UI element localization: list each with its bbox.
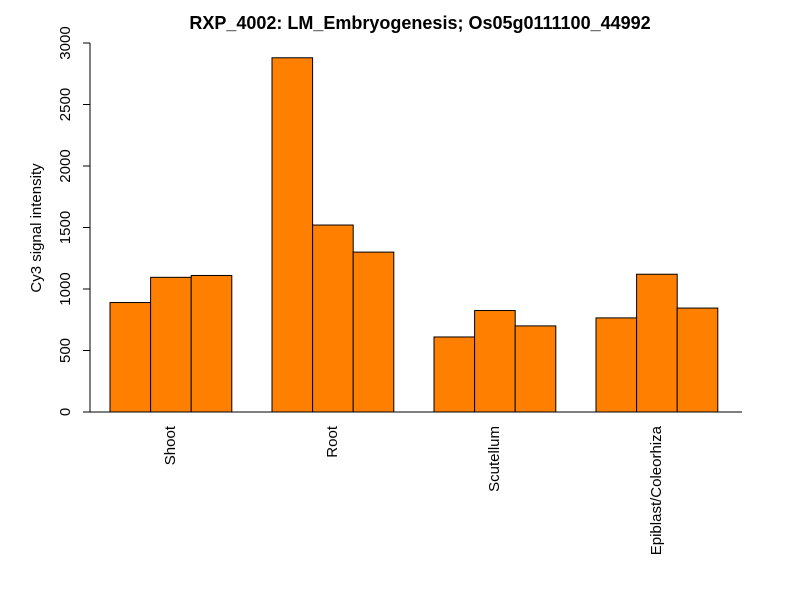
y-tick-label: 0 <box>57 408 74 416</box>
bar-shoot-3 <box>190 274 233 413</box>
bar-epiblast-coleorhiza-1 <box>595 317 638 413</box>
bar-epiblast-coleorhiza-2 <box>636 273 678 413</box>
y-tick-label: 2500 <box>57 88 74 121</box>
bars-group <box>109 57 719 413</box>
y-axis: 0 500 1000 1500 2000 2500 3000 <box>57 26 91 416</box>
x-axis: Shoot Root Scutellum Epiblast/Coleorhiza <box>90 411 742 555</box>
y-tick-label: 1500 <box>57 211 74 244</box>
bar-root-2 <box>312 224 354 413</box>
y-axis-label: Cy3 signal intensity <box>28 163 45 293</box>
x-category-label: Shoot <box>162 425 179 465</box>
bar-scutellum-2 <box>474 310 516 413</box>
y-tick-label: 2000 <box>57 149 74 182</box>
bar-root-3 <box>352 251 395 413</box>
bar-shoot-1 <box>109 302 152 413</box>
x-category-label: Root <box>324 425 341 458</box>
bar-root-1 <box>271 57 314 413</box>
y-tick-label: 500 <box>57 338 74 363</box>
bar-shoot-2 <box>150 276 192 413</box>
bar-scutellum-1 <box>433 336 476 413</box>
x-category-label: Epiblast/Coleorhiza <box>648 425 665 555</box>
bar-scutellum-3 <box>514 325 557 413</box>
bar-epiblast-coleorhiza-3 <box>676 307 719 413</box>
x-category-label: Scutellum <box>486 426 503 492</box>
y-tick-label: 1000 <box>57 272 74 305</box>
chart-title: RXP_4002: LM_Embryogenesis; Os05g0111100… <box>189 13 650 33</box>
y-tick-label: 3000 <box>57 26 74 59</box>
